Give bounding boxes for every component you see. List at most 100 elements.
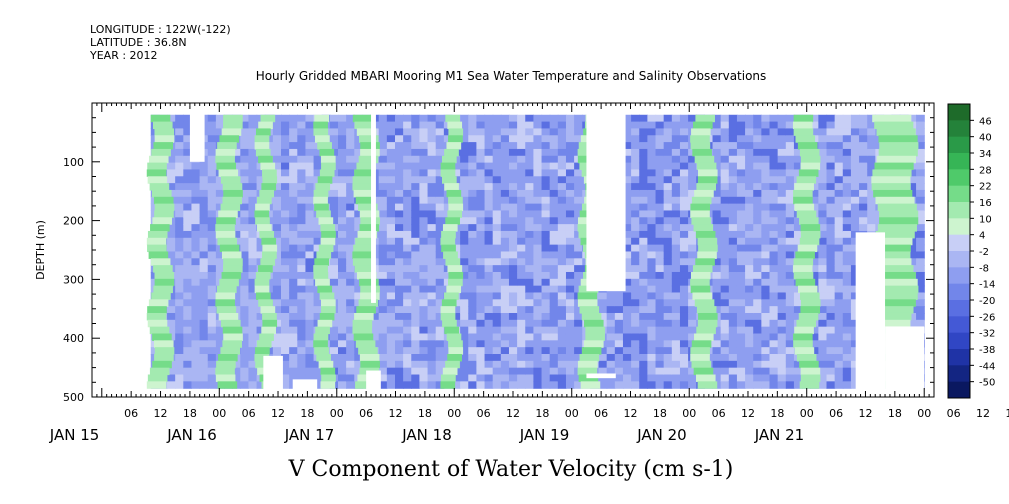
heatmap-cell [916, 155, 925, 164]
heatmap-cell [622, 367, 632, 376]
heatmap-cell [476, 162, 486, 171]
heatmap-cell [712, 128, 722, 136]
heatmap-cell [631, 210, 640, 218]
heatmap-cell [712, 306, 722, 314]
heatmap-cell [826, 251, 836, 259]
heatmap-cell [842, 251, 852, 259]
velocity-band [258, 121, 273, 130]
heatmap-cell [679, 203, 689, 212]
velocity-band [792, 121, 813, 130]
velocity-band [255, 128, 271, 136]
heatmap-cell [606, 340, 616, 348]
heatmap-cell [574, 135, 583, 143]
heatmap-cell [419, 367, 429, 376]
heatmap-cell [492, 176, 502, 184]
heatmap-cell [745, 312, 754, 321]
heatmap-cell [842, 367, 852, 376]
heatmap-cell [655, 189, 665, 198]
heatmap-cell [671, 360, 681, 369]
heatmap-cell [460, 230, 469, 239]
heatmap-cell [818, 224, 828, 232]
heatmap-cell [622, 347, 632, 355]
velocity-band [313, 189, 329, 198]
heatmap-cell [834, 292, 844, 300]
heatmap-cell [281, 176, 290, 184]
heatmap-cell [793, 374, 803, 382]
heatmap-cell [207, 354, 217, 362]
heatmap-cell [753, 258, 762, 266]
velocity-band [148, 251, 169, 259]
heatmap-cell [753, 326, 762, 335]
heatmap-cell [346, 360, 355, 369]
heatmap-cell [785, 333, 795, 341]
heatmap-cell [565, 237, 575, 246]
heatmap-cell [753, 265, 762, 273]
missing-data-region [586, 373, 616, 379]
heatmap-cell [183, 244, 193, 253]
heatmap-cell [834, 340, 844, 348]
heatmap-cell [468, 299, 478, 307]
heatmap-cell [427, 251, 437, 259]
heatmap-cell [500, 196, 510, 205]
heatmap-cell [679, 114, 689, 123]
heatmap-cell [183, 367, 193, 376]
heatmap-cell [745, 142, 754, 150]
heatmap-cell [745, 128, 754, 136]
heatmap-cell [500, 340, 510, 348]
heatmap-cell [338, 326, 347, 335]
heatmap-cell [842, 258, 852, 266]
heatmap-cell [281, 319, 290, 328]
heatmap-cell [671, 114, 681, 123]
heatmap-cell [508, 217, 518, 225]
heatmap-cell [761, 230, 771, 239]
heatmap-cell [793, 381, 803, 389]
velocity-band [797, 244, 818, 253]
heatmap-cell [289, 189, 298, 198]
heatmap-cell [728, 128, 738, 136]
heatmap-cell [427, 265, 437, 273]
heatmap-cell [850, 148, 860, 157]
heatmap-cell [736, 237, 746, 246]
heatmap-cell [834, 299, 844, 307]
heatmap-cell [728, 189, 738, 198]
heatmap-cell [248, 265, 258, 273]
heatmap-cell [525, 360, 534, 369]
heatmap-cell [175, 237, 184, 246]
velocity-band [356, 162, 377, 171]
heatmap-cell [834, 155, 844, 164]
x-tick-label: 18 [770, 407, 784, 420]
heatmap-cell [647, 148, 657, 157]
heatmap-cell [688, 299, 697, 307]
heatmap-cell [574, 347, 583, 355]
heatmap-cell [191, 169, 201, 177]
heatmap-cell [500, 189, 510, 198]
heatmap-cell [639, 271, 648, 280]
heatmap-cell [720, 319, 730, 328]
heatmap-cell [500, 155, 510, 164]
heatmap-cell [793, 360, 803, 369]
heatmap-cell [419, 306, 429, 314]
heatmap-cell [403, 299, 412, 307]
heatmap-cell [565, 265, 575, 273]
heatmap-cell [403, 258, 412, 266]
velocity-band [151, 292, 171, 300]
heatmap-cell [647, 169, 657, 177]
heatmap-cell [769, 217, 779, 225]
heatmap-cell [622, 203, 632, 212]
heatmap-cell [435, 121, 445, 130]
velocity-band [878, 292, 918, 300]
velocity-band [319, 169, 335, 177]
heatmap-cell [411, 203, 421, 212]
heatmap-cell [248, 169, 258, 177]
heatmap-cell [785, 217, 795, 225]
heatmap-cell [305, 333, 315, 341]
heatmap-cell [647, 312, 657, 321]
heatmap-cell [818, 360, 828, 369]
heatmap-cell [500, 347, 510, 355]
heatmap-cell [451, 169, 461, 177]
heatmap-cell [191, 326, 201, 335]
heatmap-cell [720, 354, 730, 362]
heatmap-cell [411, 189, 421, 198]
heatmap-cell [785, 224, 795, 232]
heatmap-cell [777, 292, 787, 300]
